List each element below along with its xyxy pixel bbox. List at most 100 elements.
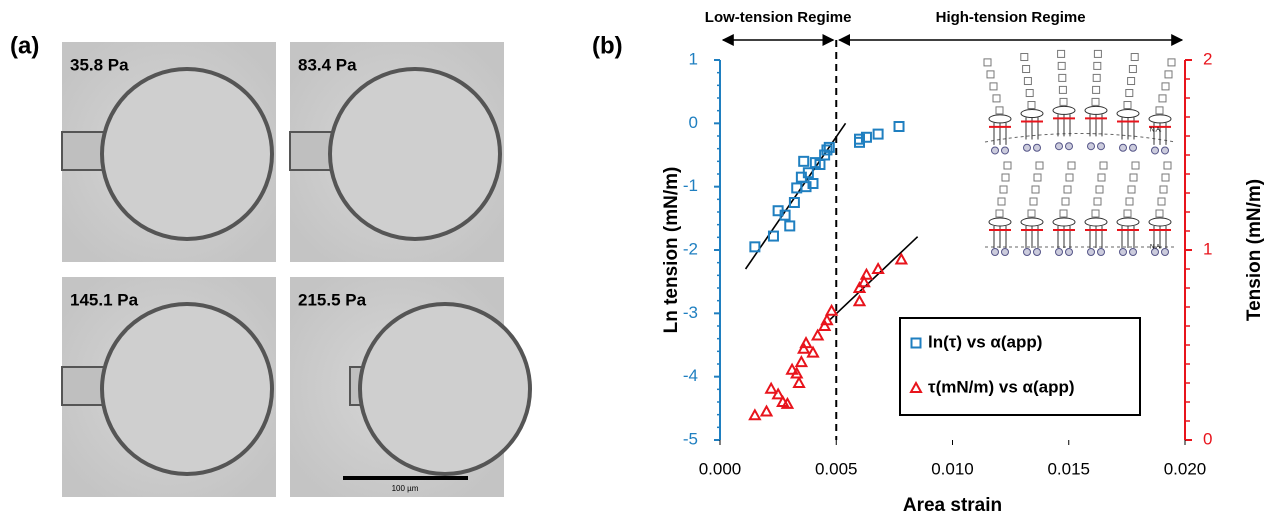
triangle-marker xyxy=(790,366,804,379)
trend-line xyxy=(744,122,847,270)
polymer-unit xyxy=(1003,161,1012,170)
legend-label: τ(mN/m) vs α(app) xyxy=(928,377,1075,396)
lipid-head xyxy=(1084,217,1108,227)
legend-label: ln(τ) vs α(app) xyxy=(928,332,1042,351)
triangle-marker xyxy=(852,280,867,293)
polymer-unit xyxy=(1025,89,1034,98)
polymer-unit xyxy=(1097,173,1106,182)
polymer-unit xyxy=(1167,58,1176,67)
triangle-marker xyxy=(748,408,762,421)
polymer-unit xyxy=(1161,173,1170,182)
triangle-marker xyxy=(799,336,813,349)
polymer-unit xyxy=(1001,173,1010,182)
lipid-head-bottom xyxy=(991,248,999,256)
polymer-unit xyxy=(1155,106,1164,115)
lipid-head-bottom xyxy=(1087,142,1095,151)
y2-tick-label: 0 xyxy=(1203,429,1212,448)
polymer-unit xyxy=(986,70,995,79)
polymer-unit xyxy=(1155,209,1164,218)
y2-tick-label: 2 xyxy=(1203,49,1212,68)
y-axis-label: Ln tension (mN/m) xyxy=(661,167,682,334)
triangle-marker xyxy=(806,345,820,358)
polymer-unit xyxy=(1123,101,1132,110)
lipid-head-bottom xyxy=(1055,142,1063,151)
triangle-marker xyxy=(785,362,799,375)
polymer-unit xyxy=(1057,61,1066,70)
polymer-unit xyxy=(1164,70,1173,79)
square-marker xyxy=(910,337,922,349)
polymer-unit xyxy=(1131,161,1140,170)
triangle-marker xyxy=(797,341,811,354)
lipid-head xyxy=(1020,109,1044,119)
polymer-unit xyxy=(1027,209,1036,218)
square-marker xyxy=(779,209,791,221)
lipid-head-bottom xyxy=(1023,248,1031,256)
x-tick-label: 0.015 xyxy=(1047,459,1090,478)
pressure-label: 145.1 Pa xyxy=(70,290,139,309)
polymer-unit xyxy=(1093,197,1102,206)
triangle-marker xyxy=(764,381,778,394)
inset-label: N.A. xyxy=(1150,128,1162,134)
polymer-unit xyxy=(1058,85,1067,94)
polymer-unit xyxy=(1065,173,1074,182)
polymer-unit xyxy=(999,185,1008,194)
polymer-unit xyxy=(1123,209,1132,218)
vesicle xyxy=(358,302,532,476)
triangle-marker xyxy=(852,294,867,307)
y-tick-label: -3 xyxy=(683,303,698,322)
polymer-unit xyxy=(1067,161,1076,170)
triangle-marker xyxy=(780,396,795,409)
polymer-unit xyxy=(1092,73,1101,82)
polymer-unit xyxy=(1093,49,1102,58)
pressure-label: 35.8 Pa xyxy=(70,55,129,74)
lipid-head-bottom xyxy=(1065,248,1073,256)
triangle-marker xyxy=(859,267,874,280)
lipid-head-bottom xyxy=(1097,248,1105,256)
polymer-unit xyxy=(1020,53,1029,62)
triangle-marker xyxy=(824,303,839,316)
square-marker xyxy=(854,133,865,145)
triangle-marker xyxy=(909,380,923,393)
y2-tick-label: 1 xyxy=(1203,239,1212,258)
triangle-marker xyxy=(759,404,774,417)
lipid-head xyxy=(1052,217,1076,227)
lipid-head xyxy=(988,217,1012,227)
square-marker xyxy=(823,141,835,153)
lipid-head xyxy=(1148,217,1172,227)
polymer-unit xyxy=(1130,53,1139,62)
polymer-unit xyxy=(1029,197,1038,206)
lipid-head-bottom xyxy=(1097,142,1105,151)
x-tick-label: 0.005 xyxy=(815,459,858,478)
lipid-head-bottom xyxy=(1119,248,1127,256)
membrane xyxy=(984,133,1176,143)
lipid-head-bottom xyxy=(991,146,999,155)
square-marker xyxy=(788,197,800,208)
square-marker xyxy=(802,167,814,179)
polymer-unit xyxy=(983,58,992,67)
x-tick-label: 0.020 xyxy=(1164,459,1207,478)
polymer-unit xyxy=(1128,65,1137,74)
polymer-unit xyxy=(995,106,1004,115)
polymer-unit xyxy=(1063,185,1072,194)
inset-diagram: N.A. N.A. xyxy=(983,49,1176,256)
polymer-unit xyxy=(1027,101,1036,110)
polymer-unit xyxy=(1129,173,1138,182)
polymer-unit xyxy=(989,82,998,91)
lipid-head-bottom xyxy=(1151,248,1159,256)
scale-bar-label: 100 µm xyxy=(392,484,419,493)
polymer-unit xyxy=(1163,161,1172,170)
y-tick-label: 1 xyxy=(689,49,698,68)
lipid-head xyxy=(1084,105,1108,115)
lipid-head-bottom xyxy=(1161,248,1169,256)
lipid-head xyxy=(1116,217,1140,227)
polymer-unit xyxy=(992,94,1001,103)
lipid-head-bottom xyxy=(1129,248,1137,256)
y-tick-label: -2 xyxy=(683,239,698,258)
polymer-unit xyxy=(1035,161,1044,170)
polymer-unit xyxy=(1161,82,1170,91)
y2-axis-label: Tension (mN/m) xyxy=(1244,179,1265,321)
trend-line xyxy=(828,236,919,321)
polymer-unit xyxy=(1058,73,1067,82)
polymer-unit xyxy=(1159,185,1168,194)
y-tick-label: -4 xyxy=(683,366,698,385)
